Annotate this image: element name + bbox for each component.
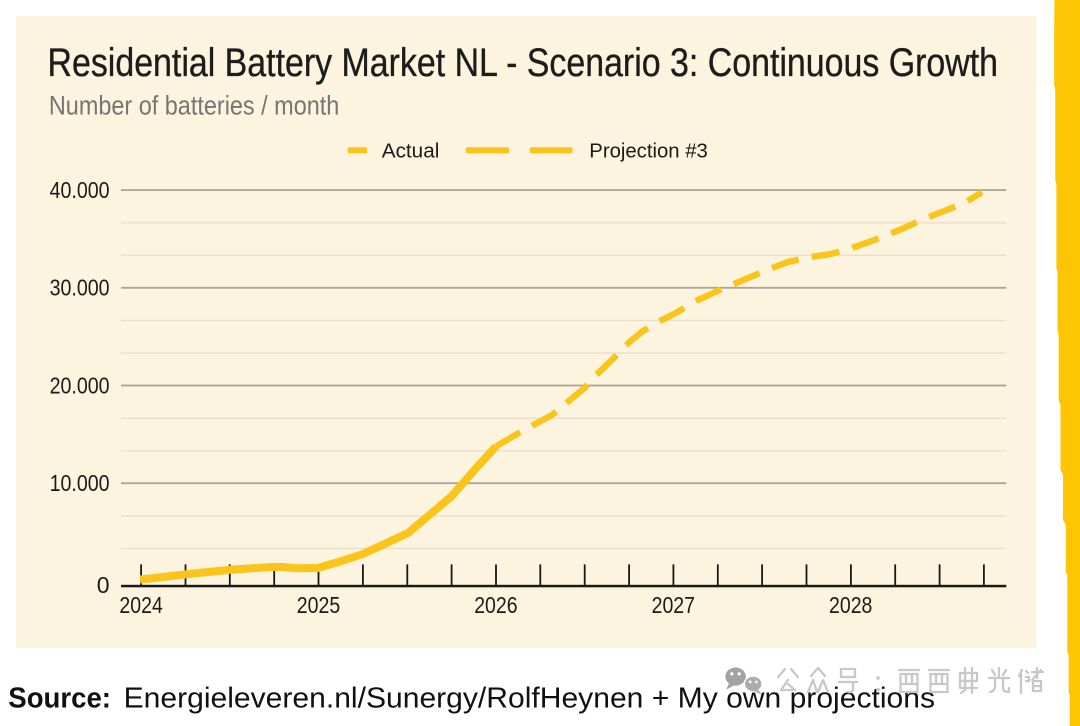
svg-text:10.000: 10.000	[50, 470, 110, 496]
svg-text:Projection #3: Projection #3	[589, 141, 708, 163]
svg-text:20.000: 20.000	[50, 372, 110, 398]
svg-text:Residential Battery Market NL: Residential Battery Market NL - Scenario…	[48, 41, 999, 85]
svg-text:30.000: 30.000	[50, 275, 110, 301]
svg-text:40.000: 40.000	[50, 177, 110, 203]
svg-text:2025: 2025	[297, 592, 340, 618]
svg-text:0: 0	[97, 572, 110, 598]
svg-text:2026: 2026	[474, 592, 517, 618]
svg-text:2028: 2028	[829, 592, 872, 618]
svg-text:2024: 2024	[119, 592, 163, 618]
svg-text:Source:: Source:	[8, 683, 111, 715]
svg-text:Energieleveren.nl/Sunergy/Rolf: Energieleveren.nl/Sunergy/RolfHeynen + M…	[124, 683, 935, 715]
svg-text:Actual: Actual	[382, 141, 440, 163]
svg-text:Number of batteries / month: Number of batteries / month	[49, 91, 339, 121]
svg-text:2027: 2027	[652, 592, 695, 618]
